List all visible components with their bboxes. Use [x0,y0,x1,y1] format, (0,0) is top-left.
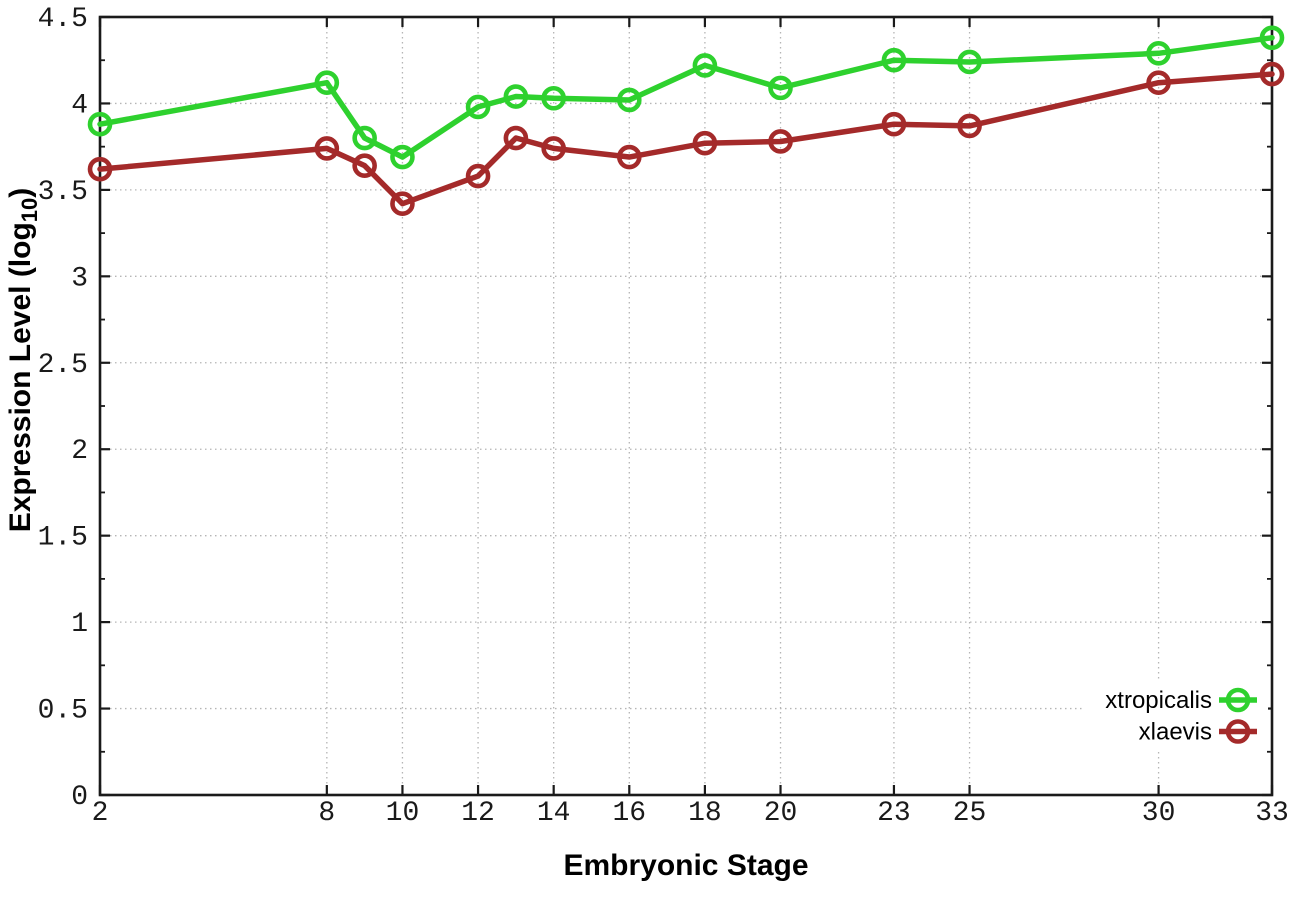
data-point-xlaevis [616,144,642,170]
data-point-xtropicalis [87,111,113,137]
data-point-xtropicalis [1259,25,1285,51]
data-point-xlaevis [768,129,793,154]
y-axis-title: Expression Level (log10) [4,100,48,620]
x-tick-label: 23 [877,798,911,829]
data-point-xtropicalis [1146,41,1171,66]
y-tick-label: 3 [71,263,88,294]
data-point-xlaevis [465,163,491,189]
x-tick-label: 25 [953,798,987,829]
legend-marker-icon-xlaevis [1225,719,1251,744]
data-point-xlaevis [881,111,907,137]
data-point-xlaevis [87,156,113,182]
y-tick-label: 0.5 [38,696,88,727]
x-tick-label: 12 [461,798,495,829]
x-tick-label: 2 [92,798,109,829]
data-point-xlaevis [390,191,415,217]
data-point-xtropicalis [465,94,491,120]
data-point-xlaevis [1259,61,1285,87]
x-tick-label: 20 [764,798,798,829]
x-tick-label: 14 [537,798,571,829]
data-point-xtropicalis [692,53,718,78]
data-point-xlaevis [692,130,718,156]
x-tick-label: 18 [688,798,722,829]
y-axis-title-subscript: 10 [17,197,42,223]
plot-border [98,15,1274,797]
data-point-xlaevis [503,125,529,151]
y-tick-label: 4 [71,90,88,121]
data-point-xlaevis [957,113,982,139]
x-tick-label: 8 [318,798,335,829]
y-tick-label: 2.5 [38,350,88,381]
y-axis-title-suffix: ) [4,187,37,198]
data-point-xtropicalis [768,75,793,101]
y-tick-label: 3.5 [38,177,88,208]
y-tick-label: 4.5 [38,4,88,35]
y-tick-label: 2 [71,436,88,467]
data-point-xlaevis [314,136,340,161]
legend-marker-icon-xtropicalis [1225,687,1251,713]
y-tick-label: 1.5 [38,523,88,554]
data-point-xtropicalis [503,84,529,109]
x-tick-label: 33 [1255,798,1289,829]
x-axis-title: Embryonic Stage [563,849,809,882]
x-tick-label: 30 [1142,798,1176,829]
legend-label-xtropicalis: xtropicalis [1105,687,1212,714]
legend-label-xlaevis: xlaevis [1139,719,1212,746]
data-point-xlaevis [1146,70,1171,95]
y-tick-label: 0 [71,782,88,813]
data-point-xtropicalis [541,85,566,111]
data-point-xtropicalis [957,49,982,75]
data-point-xtropicalis [390,144,415,170]
data-point-xtropicalis [352,125,377,151]
x-tick-label: 10 [386,798,420,829]
data-point-xtropicalis [616,87,642,113]
x-tick-label: 16 [612,798,646,829]
data-point-xtropicalis [314,70,340,95]
y-axis-title-text: Expression Level (log [4,222,37,533]
data-point-xlaevis [352,153,377,178]
data-point-xtropicalis [881,47,907,73]
series-line-xtropicalis [97,34,1275,160]
data-point-xlaevis [541,136,566,161]
y-tick-label: 1 [71,609,88,640]
